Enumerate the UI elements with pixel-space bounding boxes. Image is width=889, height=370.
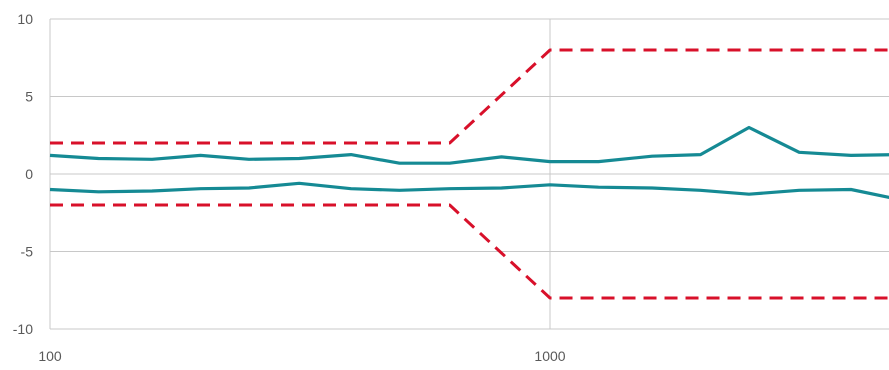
limit-line-2 bbox=[50, 48, 889, 145]
grid bbox=[49, 18, 889, 330]
data-line-0 bbox=[49, 125, 889, 165]
y-tick-label: 5 bbox=[25, 89, 33, 105]
plot-area bbox=[49, 48, 889, 300]
y-tick-label: -10 bbox=[13, 321, 33, 337]
y-axis-tick-labels: 10 5 0 -5 -10 bbox=[13, 11, 33, 337]
y-tick-label: 10 bbox=[17, 11, 33, 27]
y-tick-label: 0 bbox=[25, 166, 33, 182]
y-tick-label: -5 bbox=[21, 244, 34, 260]
x-tick-label: 1000 bbox=[534, 348, 565, 364]
x-tick-label: 100 bbox=[38, 348, 62, 364]
x-axis-tick-labels: 100 1000 bbox=[38, 348, 565, 364]
limit-line-3 bbox=[50, 203, 889, 300]
data-line-1 bbox=[49, 181, 889, 200]
series bbox=[49, 48, 889, 300]
